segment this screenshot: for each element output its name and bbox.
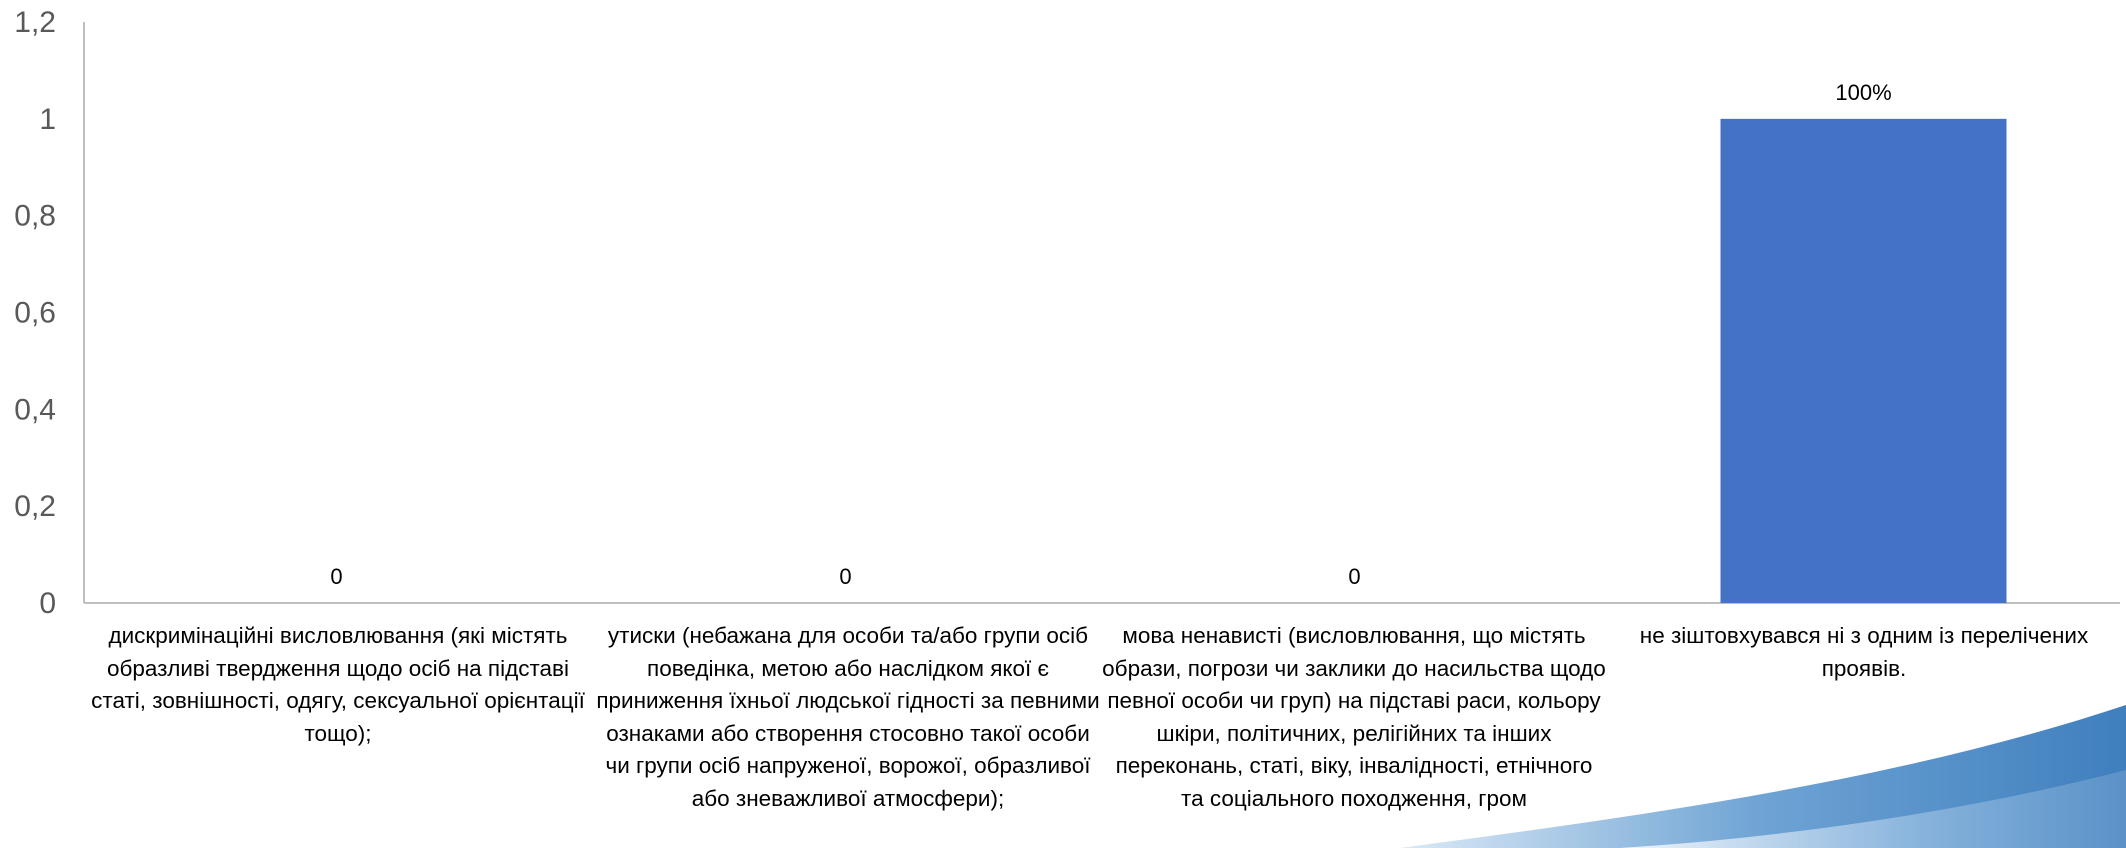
category-label: не зіштовхувався ні з одним із перелічен…: [1639, 623, 2089, 681]
y-tick-label: 0,8: [14, 200, 56, 233]
data-label: 0: [330, 564, 342, 589]
y-tick-label: 0: [39, 587, 56, 620]
data-label: 100%: [1835, 80, 1891, 105]
y-tick-label: 1,2: [14, 6, 56, 39]
y-tick-label: 0,4: [14, 393, 56, 426]
category-label: дискримінаційні висловлювання (які містя…: [91, 623, 585, 746]
data-label: 0: [1348, 564, 1360, 589]
y-tick-label: 1: [39, 103, 56, 136]
bar: [1720, 118, 2007, 603]
category-label: мова ненависті (висловлювання, що містят…: [1102, 623, 1606, 811]
category-label: утиски (небажана для особи та/або групи …: [596, 623, 1100, 811]
data-label: 0: [839, 564, 851, 589]
y-tick-label: 0,2: [14, 490, 56, 523]
y-tick-label: 0,6: [14, 297, 56, 330]
